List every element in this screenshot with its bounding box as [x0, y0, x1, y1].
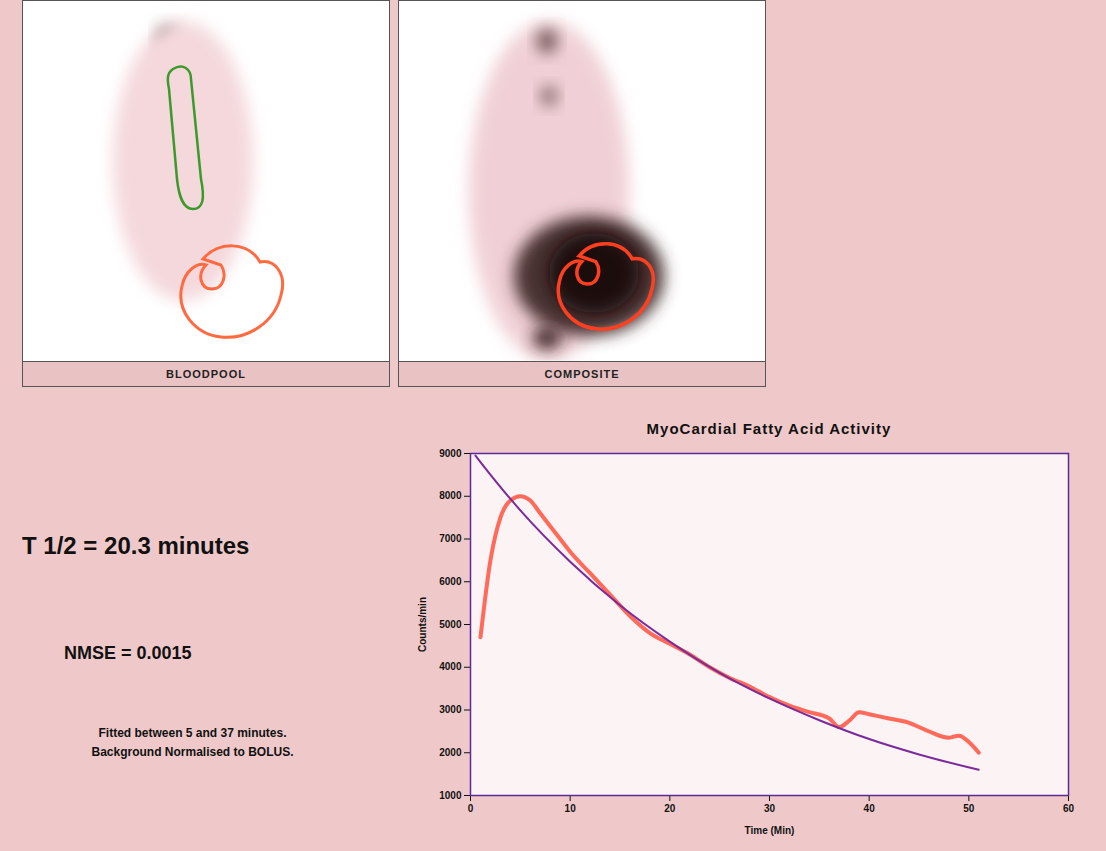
svg-text:Time (Min): Time (Min): [745, 825, 795, 836]
svg-text:60: 60: [1063, 803, 1075, 814]
svg-text:4000: 4000: [439, 661, 462, 672]
svg-text:0: 0: [468, 803, 474, 814]
svg-text:2000: 2000: [439, 747, 462, 758]
svg-text:3000: 3000: [439, 704, 462, 715]
html-text:T 1/2 = 20.3 minutes: T 1/2 = 20.3 minutes: [22, 532, 250, 559]
svg-text:8000: 8000: [439, 490, 462, 501]
svg-text:50: 50: [963, 803, 975, 814]
html-text:COMPOSITE: COMPOSITE: [544, 368, 620, 380]
svg-text:6000: 6000: [439, 576, 462, 587]
svg-text:30: 30: [764, 803, 776, 814]
html-text:BLOODPOOL: BLOODPOOL: [166, 368, 246, 380]
svg-text:40: 40: [864, 803, 876, 814]
svg-text:7000: 7000: [439, 533, 462, 544]
svg-text:20: 20: [664, 803, 676, 814]
html-text:Background Normalised to BOLUS: Background Normalised to BOLUS.: [91, 745, 294, 759]
svg-text:10: 10: [565, 803, 577, 814]
html-text:MyoCardial Fatty Acid Activity: MyoCardial Fatty Acid Activity: [646, 420, 892, 437]
svg-text:9000: 9000: [439, 448, 462, 459]
html-text:Fitted between 5 and 37 minute: Fitted between 5 and 37 minutes.: [98, 726, 287, 740]
html-text:NMSE = 0.0015: NMSE = 0.0015: [64, 643, 192, 663]
svg-text:5000: 5000: [439, 619, 462, 630]
svg-text:Counts/min: Counts/min: [417, 597, 428, 652]
svg-text:1000: 1000: [439, 790, 462, 801]
